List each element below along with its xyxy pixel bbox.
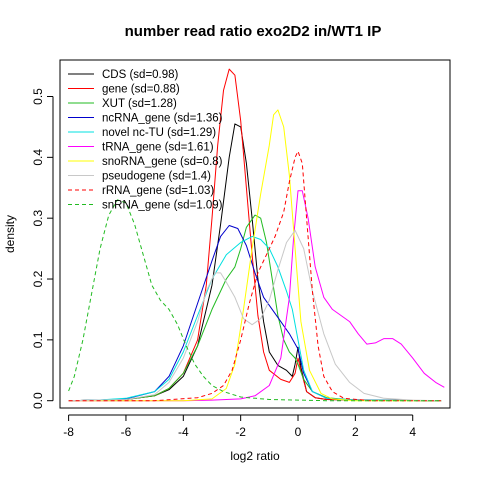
series-line-4	[68, 235, 442, 402]
x-tick-label-1: -6	[121, 425, 132, 439]
y-axis: 0.0 0.1 0.2 0.3 0.4 0.5	[31, 88, 54, 409]
x-tick-label-4: 0	[295, 425, 302, 439]
series-line-6	[68, 109, 442, 402]
legend-label-6: snoRNA_gene (sd=0.8)	[102, 156, 223, 168]
y-tick-label-2: 0.2	[31, 270, 45, 287]
series-line-1	[68, 68, 442, 402]
legend-label-4: novel nc-TU (sd=1.29)	[102, 127, 216, 139]
legend-label-2: XUT (sd=1.28)	[102, 98, 177, 110]
legend-label-1: gene (sd=0.88)	[102, 84, 180, 96]
series-line-8	[68, 150, 442, 402]
series-line-7	[68, 229, 442, 402]
legend-label-0: CDS (sd=0.98)	[102, 69, 179, 81]
x-tick-label-6: 4	[409, 425, 416, 439]
legend-label-7: pseudogene (sd=1.4)	[102, 171, 211, 183]
series-line-3	[68, 225, 442, 402]
x-tick-label-5: 2	[352, 425, 359, 439]
legend-label-3: ncRNA_gene (sd=1.36)	[102, 113, 223, 125]
chart-title: number read ratio exo2D2 in/WT1 IP	[125, 23, 382, 40]
x-tick-label-3: -2	[235, 425, 246, 439]
series-line-5	[68, 190, 445, 402]
y-tick-label-3: 0.3	[31, 210, 45, 227]
legend-label-5: tRNA_gene (sd=1.61)	[102, 142, 214, 154]
series-line-9	[68, 199, 442, 402]
y-tick-label-5: 0.5	[31, 88, 45, 105]
x-axis-label: log2 ratio	[230, 449, 280, 463]
x-tick-label-0: -8	[63, 425, 74, 439]
legend-label-9: snRNA_gene (sd=1.09)	[102, 200, 223, 212]
y-tick-label-0: 0.0	[31, 392, 45, 409]
plot-frame	[59, 59, 451, 409]
x-tick-label-2: -4	[178, 425, 189, 439]
y-axis-label: density	[3, 215, 17, 253]
legend-label-8: rRNA_gene (sd=1.03)	[102, 185, 214, 197]
y-tick-label-4: 0.4	[31, 149, 45, 166]
y-tick-label-1: 0.1	[31, 331, 45, 348]
x-axis: -8 -6 -4 -2 0 2 4	[63, 414, 416, 439]
series-layer	[68, 68, 445, 402]
legend: CDS (sd=0.98) gene (sd=0.88) XUT (sd=1.28)…	[68, 69, 223, 212]
series-line-2	[68, 214, 442, 402]
